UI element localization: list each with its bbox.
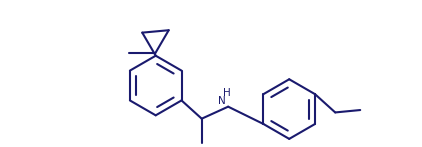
Text: N: N [218, 96, 226, 106]
Text: H: H [223, 88, 230, 98]
